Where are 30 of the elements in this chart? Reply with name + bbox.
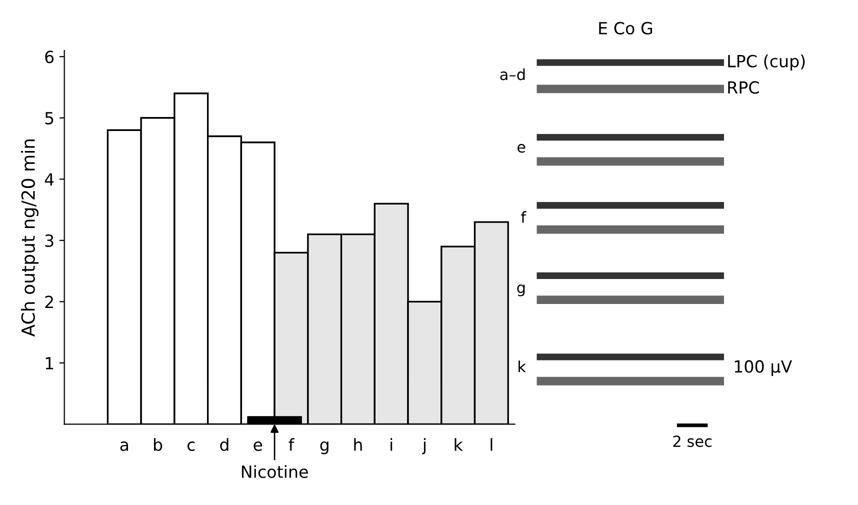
x-tick-label: i [390,438,392,451]
x-tick-label: c [187,441,195,451]
y-tick-label: 5 [45,112,54,124]
y-axis-title: ACh output ng/20 min [20,139,38,337]
x-tick-label: j [422,438,426,454]
x-tick-label: l [490,438,492,451]
y-tick-label: 6 [45,50,54,64]
text: 100 µV [734,360,792,376]
y-tick-label: 2 [45,296,53,308]
text: Nicotine [242,465,308,478]
text: LPC (cup) [728,54,805,71]
y-tick-label: 3 [45,234,54,247]
x-tick-label: a [120,441,128,451]
x-tick-label: g [320,441,328,454]
annotation: a–d [500,68,525,80]
x-tick-label: f [288,438,294,451]
x-tick-label: k [454,438,463,451]
text: 2 sec [673,436,712,448]
y-tick-label: 1 [46,357,54,370]
text: RPC [728,81,759,94]
text: f [521,211,526,223]
x-tick-label: d [220,438,228,451]
text: e [517,144,526,153]
y-tick-label: 4 [44,173,54,186]
text: g [517,284,525,296]
x-tick-label: h [354,438,362,451]
text: k [518,360,526,372]
text: E Co G [599,22,652,34]
x-tick-label: b [154,438,162,451]
x-tick-label: e [254,441,262,451]
